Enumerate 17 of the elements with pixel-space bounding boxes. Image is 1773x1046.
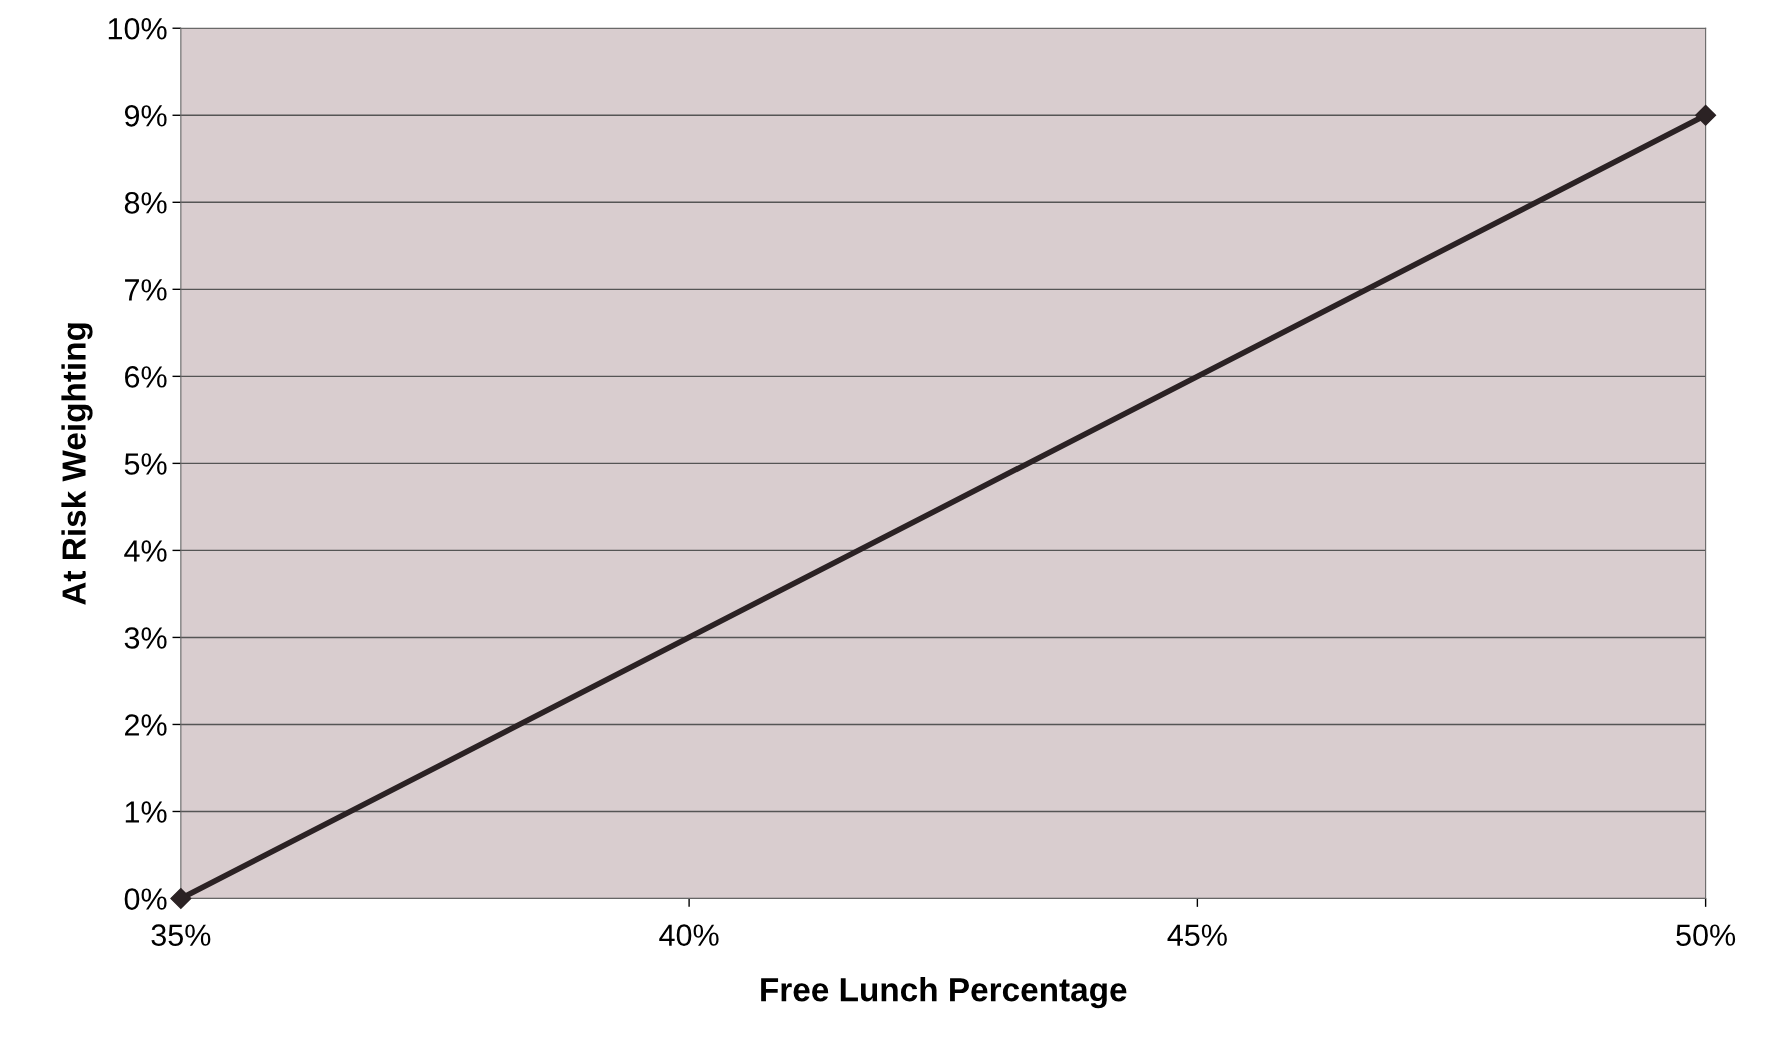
y-tick-label: 0%: [124, 888, 167, 910]
y-tick-label: 8%: [124, 192, 167, 214]
x-tick-label: 50%: [1676, 924, 1736, 946]
y-tick-label: 6%: [125, 366, 167, 388]
x-axis-title: Free Lunch Percentage: [761, 977, 1127, 1009]
y-tick-label: 4%: [124, 540, 167, 562]
y-tick-label: 5%: [124, 453, 167, 475]
x-tick-label: 45%: [1167, 924, 1227, 946]
x-tick-label: 40%: [659, 924, 719, 946]
y-tick-label: 2%: [125, 714, 167, 736]
y-tick-label: 9%: [124, 105, 167, 127]
y-axis-title: At Risk Weighting: [61, 323, 93, 605]
y-tick-label: 7%: [125, 279, 167, 301]
y-tick-label: 10%: [108, 17, 167, 40]
y-tick-label: 1%: [125, 801, 167, 823]
y-tick-label: 3%: [124, 627, 167, 649]
x-tick-label: 35%: [151, 924, 211, 946]
